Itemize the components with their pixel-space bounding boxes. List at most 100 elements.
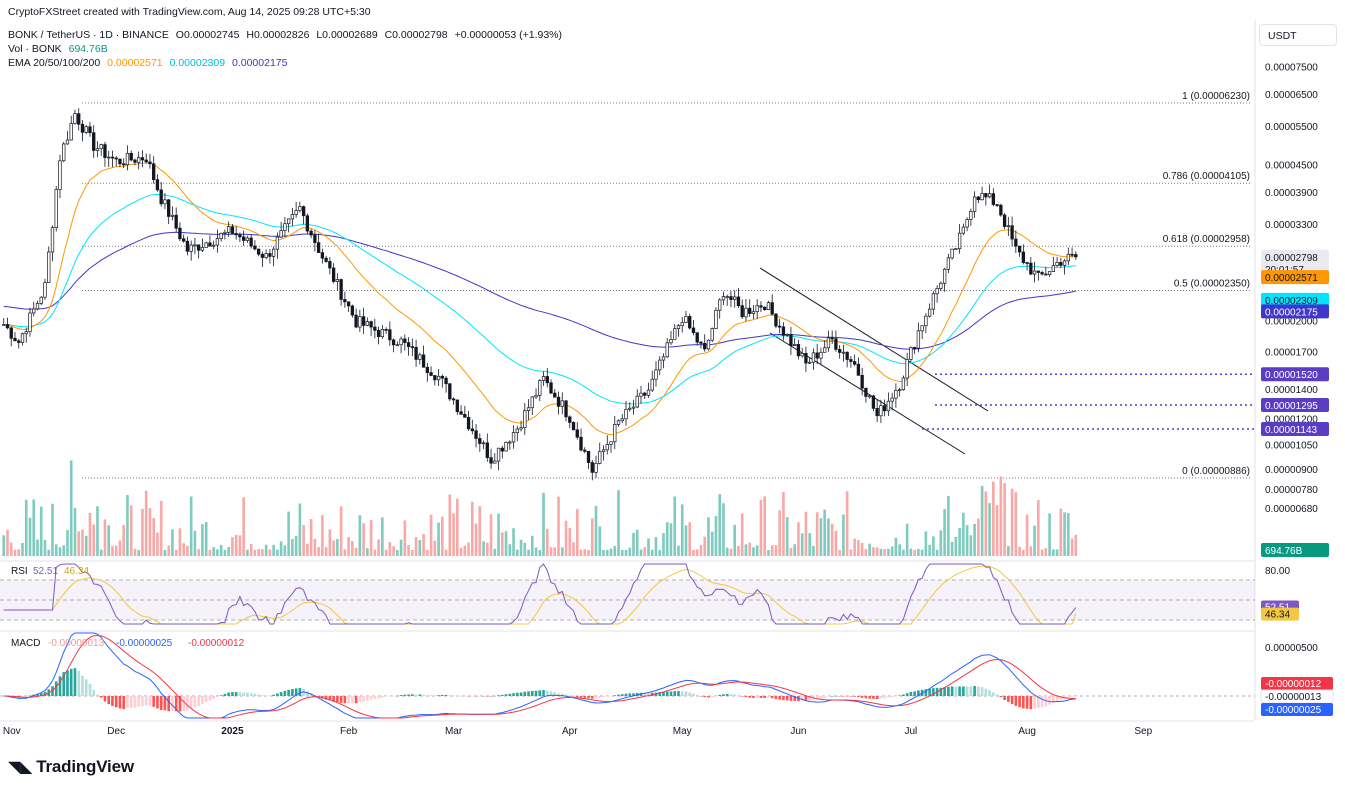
volume-bar [714, 516, 718, 556]
candle-down [575, 429, 579, 438]
volume-bar [156, 532, 159, 556]
macd-histogram-bar [1040, 696, 1044, 708]
macd-histogram-bar [662, 692, 665, 696]
macd-histogram-bar [73, 668, 77, 696]
candle-up [793, 344, 797, 347]
ema-legend: EMA 20/50/100/200 0.00002571 0.00002309 … [8, 57, 291, 69]
macd-histogram-bar [759, 696, 763, 698]
macd-histogram-bar [403, 694, 407, 696]
volume-bar [669, 523, 673, 556]
candle-down [433, 375, 437, 381]
candle-down [256, 248, 261, 255]
macd-histogram-bar [999, 696, 1003, 698]
macd-histogram-bar [414, 694, 418, 696]
candle-down [1074, 254, 1078, 258]
candle-up [598, 451, 602, 464]
volume-bar [935, 549, 939, 556]
macd-histogram-bar [538, 690, 542, 696]
macd-histogram-bar [51, 686, 54, 696]
rsi-label[interactable]: RSI [11, 566, 28, 577]
candle-down [470, 428, 474, 432]
macd-histogram-bar [407, 694, 410, 696]
volume-bar [1022, 549, 1025, 556]
volume-bar [497, 513, 500, 556]
macd-histogram-bar [1010, 696, 1014, 705]
candle-up [676, 325, 681, 329]
volume-bar [77, 531, 81, 556]
candle-up [890, 397, 894, 402]
volume-bar [452, 513, 455, 556]
volume-bar [261, 549, 264, 556]
macd-tag-text: -0.00000013 [1265, 692, 1322, 703]
candle-down [778, 325, 782, 328]
volume-bar [47, 549, 51, 556]
volume-bar [126, 495, 129, 556]
symbol-label[interactable]: BONK / TetherUS · 1D · BINANCE [8, 29, 169, 41]
volume-bar [324, 547, 328, 556]
candle-down [1021, 251, 1026, 263]
volume-bar [459, 547, 463, 556]
candle-down [444, 377, 448, 385]
macd-histogram-bar [58, 676, 62, 696]
currency-button[interactable]: USDT [1259, 24, 1337, 46]
volume-bar [171, 529, 174, 556]
x-tick-label: Nov [3, 726, 21, 737]
volume-bar [707, 517, 710, 556]
candle-down [864, 387, 868, 397]
volume-bar [864, 549, 868, 556]
close-value: C0.00002798 [384, 29, 448, 41]
volume-bar [568, 528, 572, 556]
macd-histogram-bar [351, 696, 354, 704]
candle-up [867, 395, 872, 398]
volume-bar [658, 549, 662, 556]
volume-bar [838, 549, 841, 556]
volume-bar [189, 496, 193, 556]
volume-bar [883, 549, 886, 556]
volume-label[interactable]: Vol · BONK [8, 43, 62, 55]
candle-down [425, 366, 429, 373]
volume-bar [343, 549, 347, 556]
candle-down [159, 189, 163, 205]
macd-histogram-bar [238, 692, 242, 696]
candle-up [755, 305, 759, 313]
volume-bar [279, 541, 283, 556]
candle-down [241, 236, 246, 241]
macd-histogram-bar [857, 696, 860, 698]
volume-bar [253, 549, 257, 556]
macd-histogram-bar [789, 696, 793, 701]
volume-bar [872, 547, 875, 556]
macd-histogram-bar [92, 690, 96, 696]
macd-histogram-bar [695, 694, 699, 696]
candle-up [800, 353, 804, 357]
macd-histogram-bar [392, 696, 395, 697]
macd-histogram-bar [463, 695, 467, 697]
macd-histogram-bar [156, 696, 159, 709]
volume-bar [114, 545, 118, 556]
macd-histogram-bar [984, 688, 988, 696]
ema-label[interactable]: EMA 20/50/100/200 [8, 57, 101, 69]
candle-up [283, 223, 287, 231]
macd-histogram-bar [699, 696, 703, 697]
candle-down [421, 354, 426, 368]
candle-up [957, 232, 962, 250]
macd-histogram-bar [834, 695, 838, 697]
candle-up [939, 282, 943, 289]
volume-bar [602, 549, 605, 556]
volume-bar [414, 537, 418, 556]
macd-histogram-bar [283, 690, 287, 696]
volume-bar [197, 549, 200, 556]
macd-histogram-bar [905, 693, 909, 696]
macd-histogram-bar [965, 686, 969, 696]
volume-bar [662, 532, 665, 556]
macd-histogram-bar [995, 694, 999, 696]
candle-down [429, 372, 433, 376]
volume-bar [605, 549, 609, 556]
volume-bar [485, 542, 489, 556]
macd-histogram-bar [257, 694, 260, 696]
volume-bar [336, 539, 339, 556]
macd-label[interactable]: MACD [11, 638, 41, 649]
macd-histogram-bar [568, 695, 572, 697]
volume-bar [718, 494, 722, 556]
candle-up [669, 338, 673, 344]
